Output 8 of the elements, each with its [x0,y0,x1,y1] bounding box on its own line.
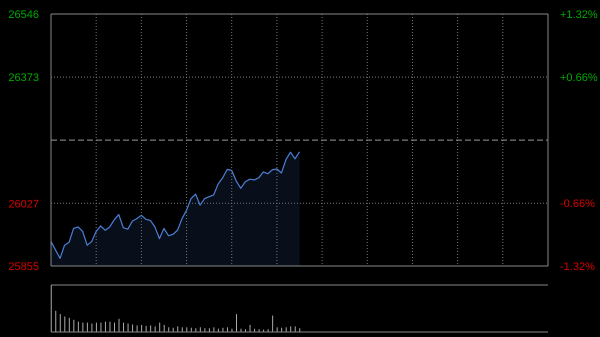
y-tick-label: 26546 [8,9,39,21]
y-tick-label: 26373 [8,72,39,84]
y2-tick-label: -0.66% [560,198,596,210]
y2-tick-label: +1.32% [560,9,598,21]
y2-tick-label: +0.66% [560,72,598,84]
y-tick-label: 25855 [8,261,39,273]
y2-tick-label: -1.32% [560,261,596,273]
y-tick-label: 26027 [8,198,39,210]
